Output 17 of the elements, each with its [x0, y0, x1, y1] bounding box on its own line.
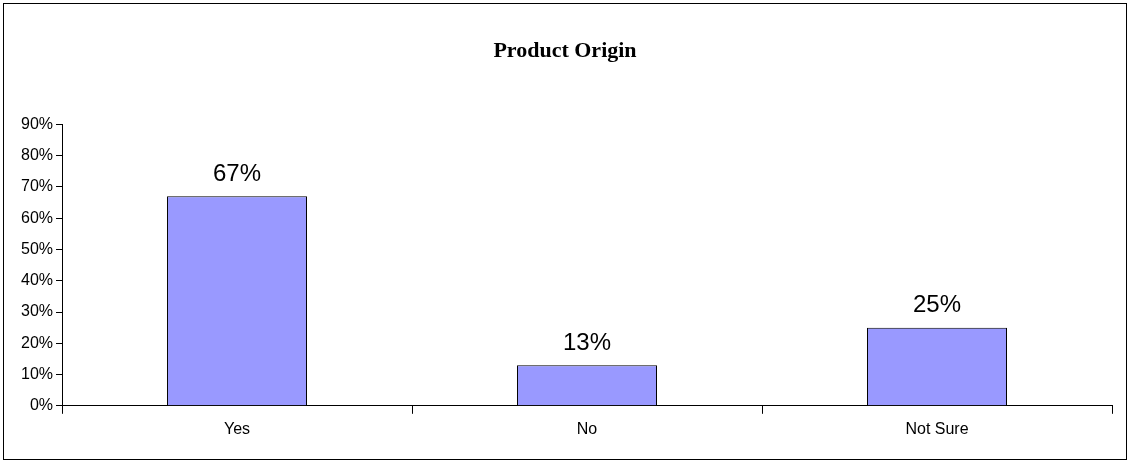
x-tick-label: Yes [223, 419, 251, 437]
x-tick-label: Not Sure [905, 419, 969, 437]
y-tick-label: 90% [20, 114, 54, 132]
y-tick-label: 10% [20, 364, 54, 382]
y-tick-label: 60% [20, 208, 54, 226]
y-tick-label: 20% [20, 333, 54, 351]
y-tick-label: 30% [20, 302, 54, 320]
data-label: 25% [912, 290, 962, 318]
y-tick-label: 50% [20, 239, 54, 257]
x-tick-label: No [576, 419, 598, 437]
data-label: 13% [562, 327, 612, 355]
data-label: 67% [213, 158, 262, 186]
y-tick-label: 70% [20, 177, 54, 195]
y-tick-label: 80% [20, 146, 54, 164]
y-tick-label: 40% [20, 271, 54, 289]
chart-title: Product Origin [493, 36, 637, 62]
y-tick-label: 0% [29, 396, 54, 414]
